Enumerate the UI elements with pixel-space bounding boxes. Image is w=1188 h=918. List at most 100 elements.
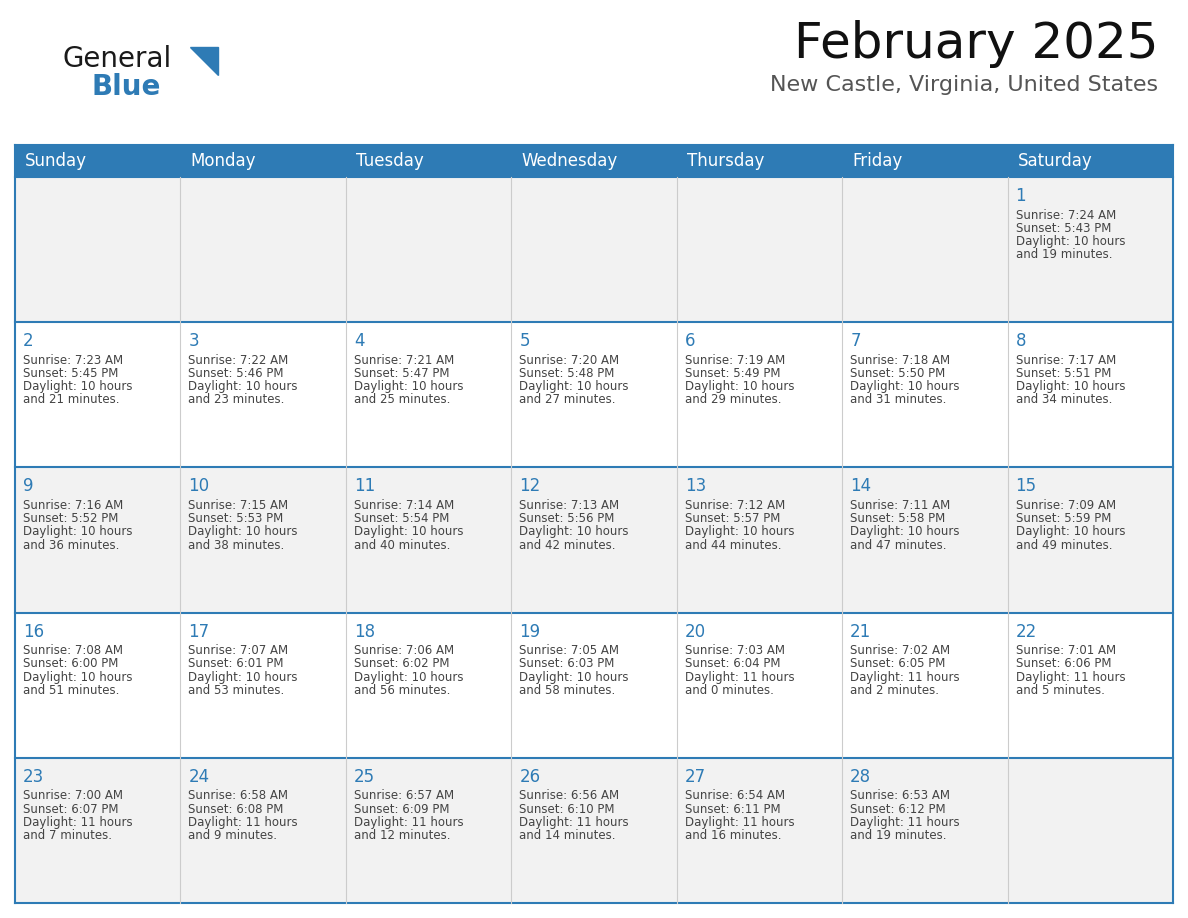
Text: Sunrise: 7:21 AM: Sunrise: 7:21 AM xyxy=(354,353,454,367)
Text: 3: 3 xyxy=(189,332,200,350)
Text: and 7 minutes.: and 7 minutes. xyxy=(23,829,112,842)
Text: 9: 9 xyxy=(23,477,33,496)
Text: and 0 minutes.: and 0 minutes. xyxy=(684,684,773,697)
Text: Sunset: 6:07 PM: Sunset: 6:07 PM xyxy=(23,802,119,815)
Text: 8: 8 xyxy=(1016,332,1026,350)
Text: Sunset: 6:06 PM: Sunset: 6:06 PM xyxy=(1016,657,1111,670)
Text: and 16 minutes.: and 16 minutes. xyxy=(684,829,782,842)
Bar xyxy=(181,145,346,177)
Text: Sunset: 6:00 PM: Sunset: 6:00 PM xyxy=(23,657,119,670)
Text: and 25 minutes.: and 25 minutes. xyxy=(354,393,450,407)
Bar xyxy=(15,757,1173,903)
Text: Daylight: 10 hours: Daylight: 10 hours xyxy=(519,380,628,393)
Text: and 2 minutes.: and 2 minutes. xyxy=(851,684,940,697)
Text: Sunrise: 7:23 AM: Sunrise: 7:23 AM xyxy=(23,353,124,367)
Text: 23: 23 xyxy=(23,767,44,786)
Text: 15: 15 xyxy=(1016,477,1037,496)
Text: Daylight: 11 hours: Daylight: 11 hours xyxy=(684,670,795,684)
Text: Sunrise: 6:53 AM: Sunrise: 6:53 AM xyxy=(851,789,950,802)
Text: Daylight: 10 hours: Daylight: 10 hours xyxy=(189,380,298,393)
Text: General: General xyxy=(62,45,171,73)
Text: Daylight: 10 hours: Daylight: 10 hours xyxy=(684,380,795,393)
Text: Sunrise: 7:05 AM: Sunrise: 7:05 AM xyxy=(519,644,619,657)
Text: and 53 minutes.: and 53 minutes. xyxy=(189,684,285,697)
Polygon shape xyxy=(190,47,219,75)
Text: Saturday: Saturday xyxy=(1018,152,1092,170)
Text: Sunset: 5:57 PM: Sunset: 5:57 PM xyxy=(684,512,781,525)
Text: Tuesday: Tuesday xyxy=(356,152,424,170)
Text: Daylight: 10 hours: Daylight: 10 hours xyxy=(851,525,960,538)
Text: Sunset: 6:08 PM: Sunset: 6:08 PM xyxy=(189,802,284,815)
Text: New Castle, Virginia, United States: New Castle, Virginia, United States xyxy=(770,75,1158,95)
Text: Daylight: 10 hours: Daylight: 10 hours xyxy=(684,525,795,538)
Text: Sunset: 5:54 PM: Sunset: 5:54 PM xyxy=(354,512,449,525)
Bar xyxy=(15,467,1173,612)
Text: Sunset: 5:48 PM: Sunset: 5:48 PM xyxy=(519,367,614,380)
Bar xyxy=(1007,145,1173,177)
Text: Sunrise: 7:07 AM: Sunrise: 7:07 AM xyxy=(189,644,289,657)
Text: Daylight: 10 hours: Daylight: 10 hours xyxy=(354,380,463,393)
Text: Sunset: 5:58 PM: Sunset: 5:58 PM xyxy=(851,512,946,525)
Text: Sunset: 5:50 PM: Sunset: 5:50 PM xyxy=(851,367,946,380)
Text: and 51 minutes.: and 51 minutes. xyxy=(23,684,119,697)
Text: Sunset: 5:45 PM: Sunset: 5:45 PM xyxy=(23,367,119,380)
Text: and 9 minutes.: and 9 minutes. xyxy=(189,829,278,842)
Text: 28: 28 xyxy=(851,767,871,786)
Bar xyxy=(842,145,1007,177)
Text: Sunset: 5:59 PM: Sunset: 5:59 PM xyxy=(1016,512,1111,525)
Text: Wednesday: Wednesday xyxy=(522,152,618,170)
Text: Blue: Blue xyxy=(91,73,162,101)
Text: 24: 24 xyxy=(189,767,209,786)
Text: Sunset: 5:56 PM: Sunset: 5:56 PM xyxy=(519,512,614,525)
Text: Sunrise: 6:58 AM: Sunrise: 6:58 AM xyxy=(189,789,289,802)
Text: Sunrise: 7:09 AM: Sunrise: 7:09 AM xyxy=(1016,499,1116,512)
Text: 22: 22 xyxy=(1016,622,1037,641)
Text: Sunrise: 7:15 AM: Sunrise: 7:15 AM xyxy=(189,499,289,512)
Text: Sunset: 6:02 PM: Sunset: 6:02 PM xyxy=(354,657,449,670)
Text: and 47 minutes.: and 47 minutes. xyxy=(851,539,947,552)
Text: Sunrise: 7:00 AM: Sunrise: 7:00 AM xyxy=(23,789,124,802)
Text: 16: 16 xyxy=(23,622,44,641)
Text: Daylight: 11 hours: Daylight: 11 hours xyxy=(519,816,628,829)
Text: 5: 5 xyxy=(519,332,530,350)
Text: and 42 minutes.: and 42 minutes. xyxy=(519,539,615,552)
Text: Sunrise: 7:02 AM: Sunrise: 7:02 AM xyxy=(851,644,950,657)
Text: and 38 minutes.: and 38 minutes. xyxy=(189,539,285,552)
Text: and 21 minutes.: and 21 minutes. xyxy=(23,393,120,407)
Text: Monday: Monday xyxy=(190,152,255,170)
Text: Daylight: 10 hours: Daylight: 10 hours xyxy=(354,670,463,684)
Text: and 29 minutes.: and 29 minutes. xyxy=(684,393,782,407)
Text: 14: 14 xyxy=(851,477,871,496)
Text: and 5 minutes.: and 5 minutes. xyxy=(1016,684,1105,697)
Text: Sunset: 5:51 PM: Sunset: 5:51 PM xyxy=(1016,367,1111,380)
Text: Daylight: 10 hours: Daylight: 10 hours xyxy=(1016,235,1125,248)
Text: Sunrise: 6:54 AM: Sunrise: 6:54 AM xyxy=(684,789,785,802)
Text: and 14 minutes.: and 14 minutes. xyxy=(519,829,615,842)
Text: Daylight: 11 hours: Daylight: 11 hours xyxy=(851,670,960,684)
Text: Sunrise: 7:17 AM: Sunrise: 7:17 AM xyxy=(1016,353,1116,367)
Text: and 19 minutes.: and 19 minutes. xyxy=(1016,248,1112,261)
Text: Sunset: 5:43 PM: Sunset: 5:43 PM xyxy=(1016,222,1111,235)
Text: Daylight: 10 hours: Daylight: 10 hours xyxy=(851,380,960,393)
Text: Daylight: 11 hours: Daylight: 11 hours xyxy=(23,816,133,829)
Text: and 19 minutes.: and 19 minutes. xyxy=(851,829,947,842)
Text: Sunrise: 7:24 AM: Sunrise: 7:24 AM xyxy=(1016,208,1116,221)
Text: 4: 4 xyxy=(354,332,365,350)
Text: 18: 18 xyxy=(354,622,375,641)
Text: and 34 minutes.: and 34 minutes. xyxy=(1016,393,1112,407)
Text: Sunset: 5:49 PM: Sunset: 5:49 PM xyxy=(684,367,781,380)
Bar xyxy=(15,322,1173,467)
Text: Daylight: 11 hours: Daylight: 11 hours xyxy=(684,816,795,829)
Text: Daylight: 11 hours: Daylight: 11 hours xyxy=(354,816,463,829)
Text: Sunset: 5:53 PM: Sunset: 5:53 PM xyxy=(189,512,284,525)
Text: Friday: Friday xyxy=(852,152,903,170)
Text: Sunday: Sunday xyxy=(25,152,87,170)
Text: 12: 12 xyxy=(519,477,541,496)
Text: and 49 minutes.: and 49 minutes. xyxy=(1016,539,1112,552)
Text: Sunrise: 7:12 AM: Sunrise: 7:12 AM xyxy=(684,499,785,512)
Text: Sunset: 5:46 PM: Sunset: 5:46 PM xyxy=(189,367,284,380)
Text: Sunrise: 7:11 AM: Sunrise: 7:11 AM xyxy=(851,499,950,512)
Text: and 36 minutes.: and 36 minutes. xyxy=(23,539,119,552)
Text: Daylight: 10 hours: Daylight: 10 hours xyxy=(189,525,298,538)
Text: Sunset: 5:52 PM: Sunset: 5:52 PM xyxy=(23,512,119,525)
